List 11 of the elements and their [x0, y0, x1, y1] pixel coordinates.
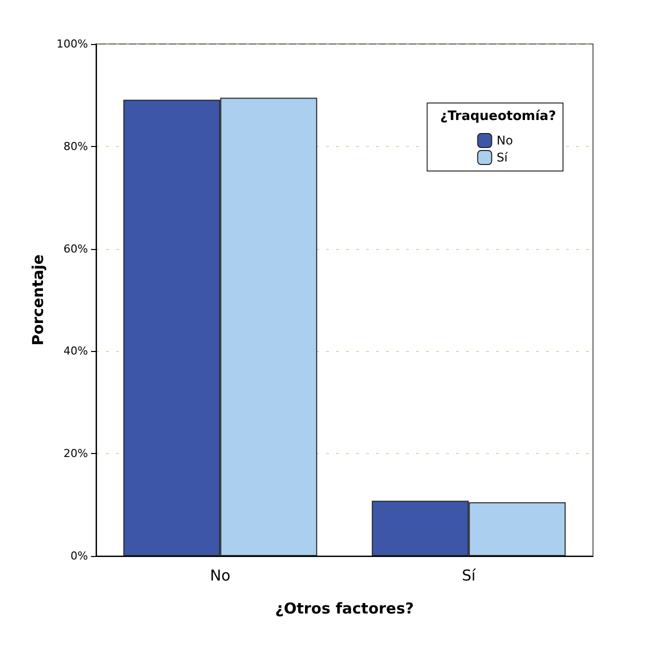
- y-tick-label: 20%: [64, 447, 88, 460]
- y-axis-title: Porcentaje: [29, 254, 48, 346]
- y-tick-label: 100%: [56, 38, 88, 50]
- y-tick-label: 60%: [64, 242, 88, 256]
- y-tick-label: 80%: [64, 140, 88, 153]
- y-tick-label: 0%: [70, 550, 88, 562]
- legend-label: No: [496, 134, 514, 148]
- legend-title: ¿Traqueotomía?: [440, 109, 556, 124]
- legend-label: Sí: [496, 150, 508, 164]
- y-tick-label: 40%: [64, 344, 88, 358]
- x-axis-title: ¿Otros factores?: [275, 600, 414, 618]
